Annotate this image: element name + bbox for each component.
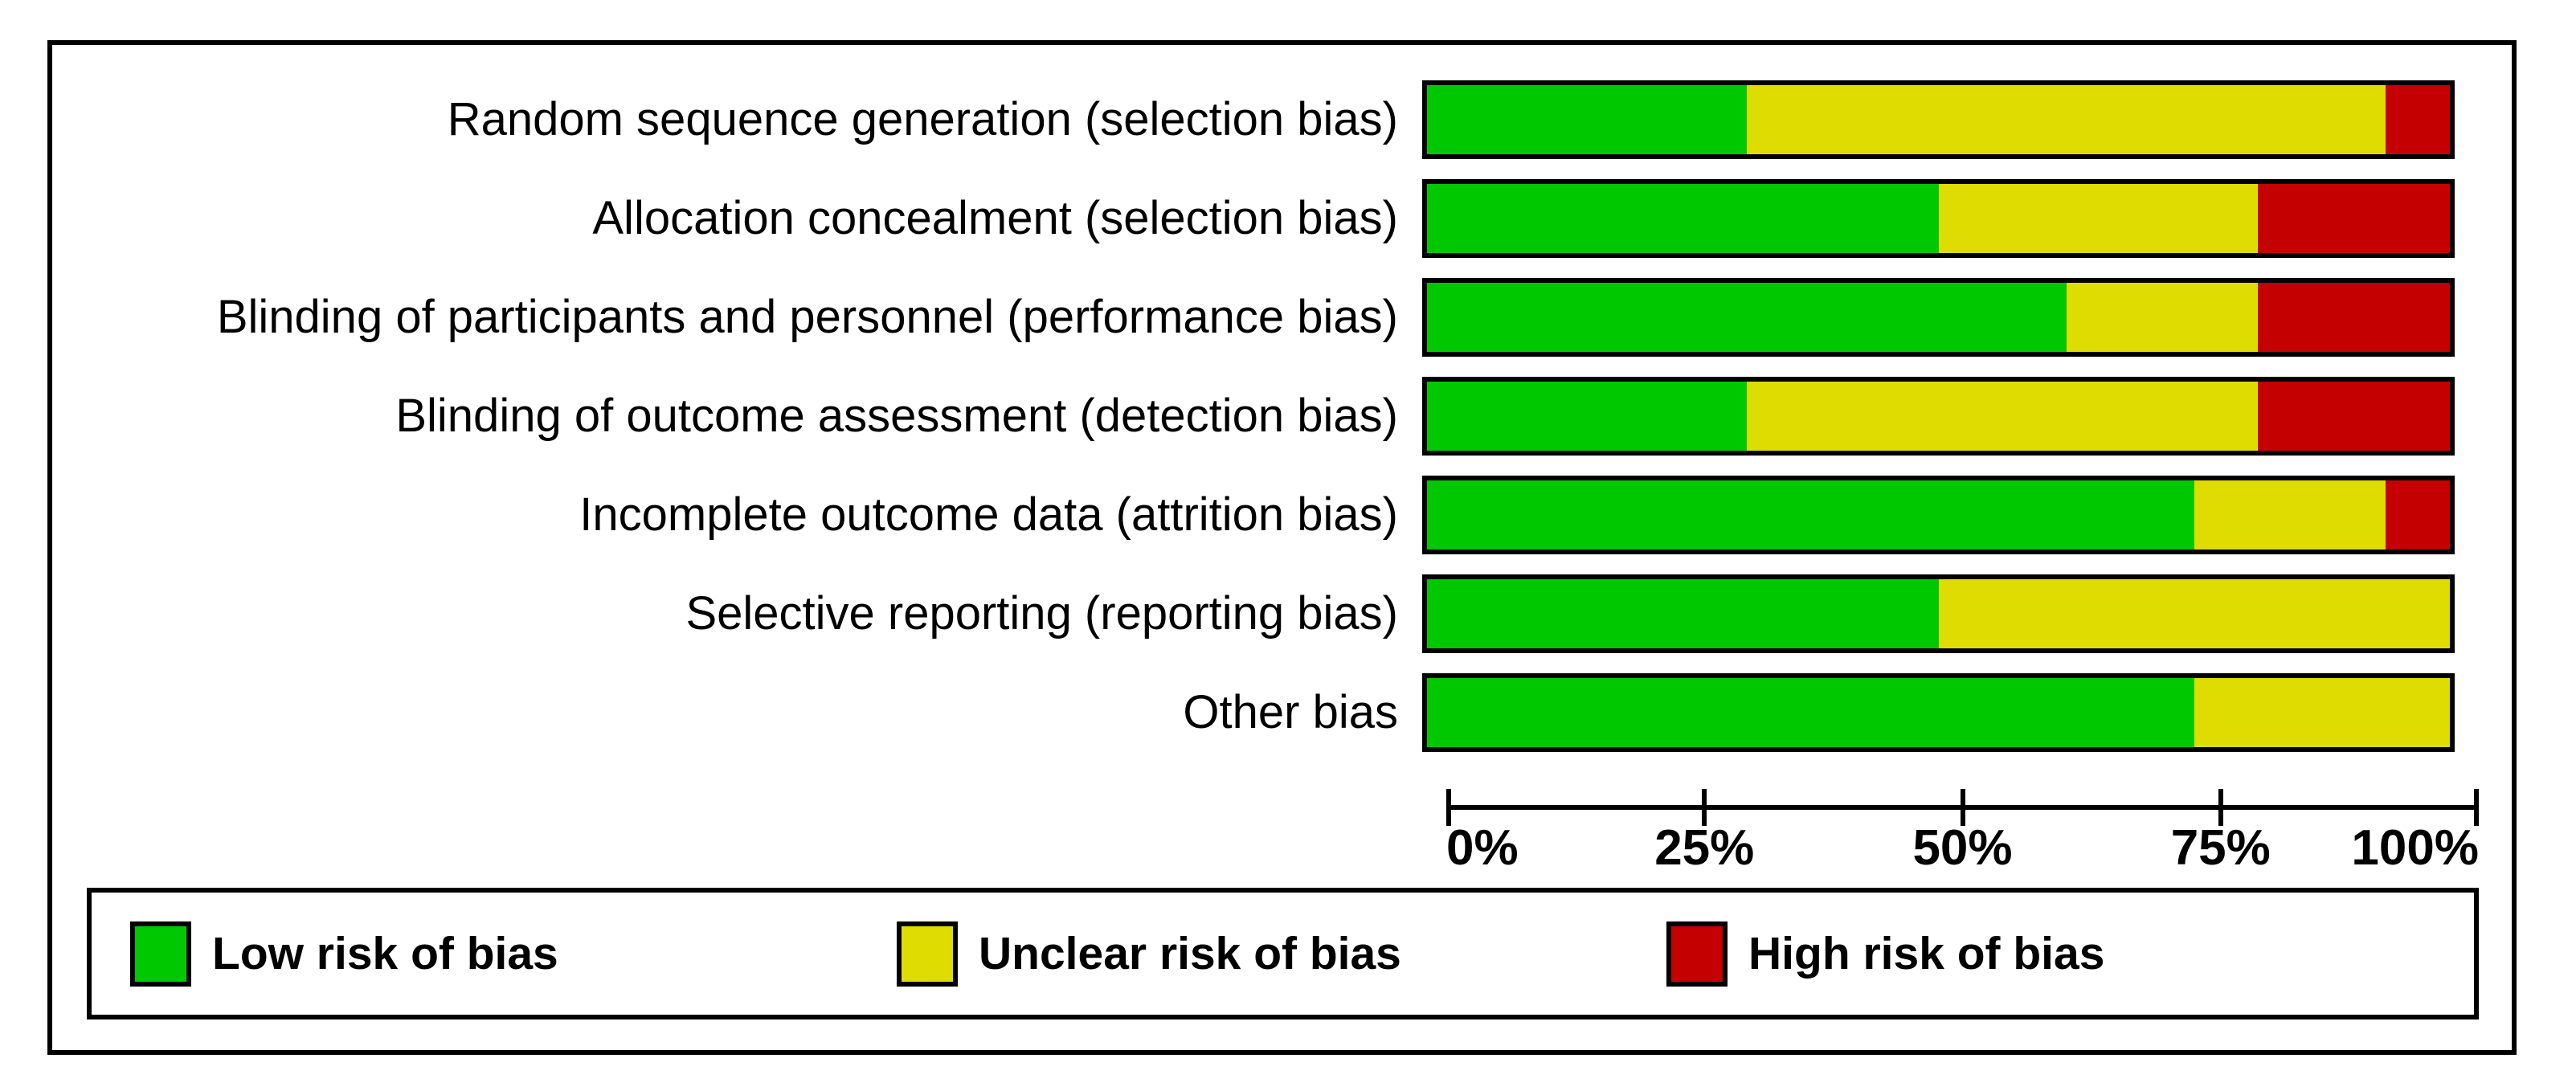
chart-outer-frame: Random sequence generation (selection bi… xyxy=(47,40,2517,1055)
bar-segment-low-risk-of-bias xyxy=(1427,678,2194,747)
x-axis-tick xyxy=(1960,789,1965,826)
legend-label: Low risk of bias xyxy=(212,928,558,979)
x-axis-tick xyxy=(2474,789,2479,826)
legend-swatch-icon xyxy=(1666,921,1728,987)
bar-segment-high-risk-of-bias xyxy=(2386,85,2450,154)
chart-row: Selective reporting (reporting bias) xyxy=(52,574,2512,653)
x-axis-tick-label: 50% xyxy=(1912,820,2013,876)
bar-segment-high-risk-of-bias xyxy=(2258,382,2450,451)
bar-segment-low-risk-of-bias xyxy=(1427,480,2194,550)
stacked-bar xyxy=(1422,377,2455,456)
bar-segment-low-risk-of-bias xyxy=(1427,184,1939,253)
bar-segment-high-risk-of-bias xyxy=(2258,184,2450,253)
stacked-bar xyxy=(1422,179,2455,258)
category-label: Allocation concealment (selection bias) xyxy=(592,191,1398,244)
bar-segment-low-risk-of-bias xyxy=(1427,283,2067,352)
x-axis-tick-label: 100% xyxy=(2351,820,2479,876)
stacked-bar xyxy=(1422,574,2455,653)
x-axis: 0% 25% 50% 75% 100% xyxy=(1446,789,2479,926)
stacked-bar xyxy=(1422,476,2455,554)
legend-item-unclear-risk-of-bias: Unclear risk of bias xyxy=(897,893,1401,1015)
bar-segment-unclear-risk-of-bias xyxy=(1938,184,2259,253)
legend-item-high-risk-of-bias: High risk of bias xyxy=(1666,893,2104,1015)
chart-row: Other bias xyxy=(52,673,2512,752)
legend-swatch-icon xyxy=(897,921,958,987)
category-label: Blinding of participants and personnel (… xyxy=(216,290,1398,343)
legend-label: High risk of bias xyxy=(1748,928,2105,979)
legend-label: Unclear risk of bias xyxy=(979,928,1401,979)
chart-row: Blinding of participants and personnel (… xyxy=(52,278,2512,357)
stacked-bar xyxy=(1422,80,2455,159)
stacked-bar xyxy=(1422,673,2455,752)
bar-segment-high-risk-of-bias xyxy=(2386,480,2450,550)
x-axis-tick xyxy=(2218,789,2223,826)
bar-segment-low-risk-of-bias xyxy=(1427,85,1747,154)
chart-row: Blinding of outcome assessment (detectio… xyxy=(52,377,2512,456)
x-axis-tick-label: 0% xyxy=(1446,820,1519,876)
category-label: Selective reporting (reporting bias) xyxy=(685,586,1398,639)
bar-segment-unclear-risk-of-bias xyxy=(2066,283,2259,352)
category-label: Incomplete outcome data (attrition bias) xyxy=(579,488,1398,541)
bar-segment-low-risk-of-bias xyxy=(1427,579,1939,648)
x-axis-tick xyxy=(1702,789,1707,826)
legend-box: Low risk of bias Unclear risk of bias High… xyxy=(87,888,2479,1019)
chart-row: Random sequence generation (selection bi… xyxy=(52,80,2512,159)
legend-item-low-risk-of-bias: Low risk of bias xyxy=(130,893,558,1015)
legend-swatch-icon xyxy=(130,921,191,987)
bar-segment-high-risk-of-bias xyxy=(2258,283,2450,352)
bar-segment-unclear-risk-of-bias xyxy=(1746,382,2259,451)
x-axis-tick-label: 75% xyxy=(2170,820,2271,876)
x-axis-tick xyxy=(1446,789,1451,826)
chart-row: Allocation concealment (selection bias) xyxy=(52,179,2512,258)
category-label: Blinding of outcome assessment (detectio… xyxy=(395,389,1398,442)
bar-segment-unclear-risk-of-bias xyxy=(1746,85,2386,154)
bar-segment-unclear-risk-of-bias xyxy=(2194,678,2450,747)
chart-row: Incomplete outcome data (attrition bias) xyxy=(52,476,2512,554)
category-label: Random sequence generation (selection bi… xyxy=(447,92,1398,145)
category-label: Other bias xyxy=(1183,685,1398,738)
bar-segment-low-risk-of-bias xyxy=(1427,382,1747,451)
bar-segment-unclear-risk-of-bias xyxy=(1938,579,2450,648)
bar-segment-unclear-risk-of-bias xyxy=(2194,480,2386,550)
x-axis-tick-label: 25% xyxy=(1654,820,1755,876)
stacked-bar xyxy=(1422,278,2455,357)
